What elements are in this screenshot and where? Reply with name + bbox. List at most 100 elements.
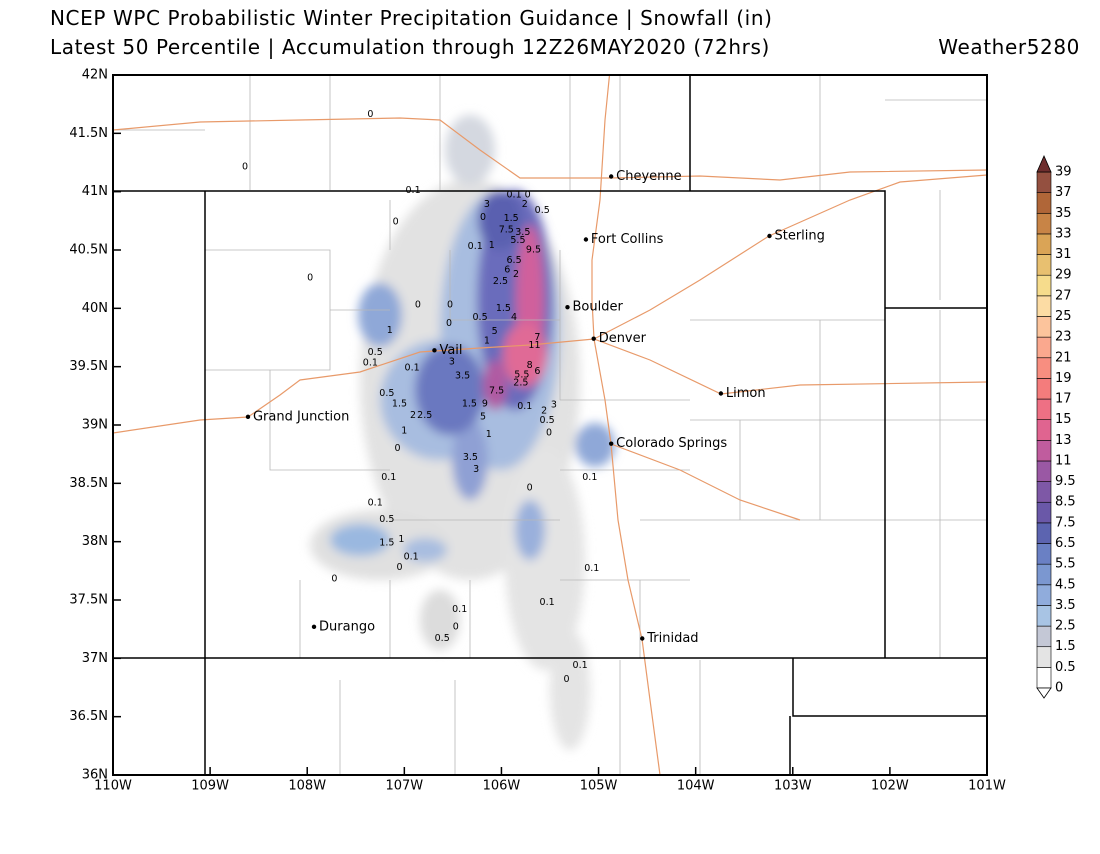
colorbar-label: 3.5: [1055, 598, 1076, 613]
colorbar-label: 25: [1055, 309, 1072, 324]
contour-label: 0: [480, 212, 486, 223]
contour-label: 6: [504, 264, 510, 275]
contour-label: 3.5: [463, 452, 478, 463]
colorbar-label: 5.5: [1055, 557, 1076, 572]
colorbar-label: 33: [1055, 226, 1072, 241]
colorbar-band: [1036, 233, 1052, 255]
contour-label: 0.1: [584, 563, 599, 574]
contour-label: 0.1: [363, 358, 378, 369]
colorbar-band: [1036, 646, 1052, 668]
colorbar-band: [1036, 212, 1052, 235]
city-label: Sterling: [774, 229, 824, 244]
city-label: Cheyenne: [616, 169, 681, 184]
contour-label: 1.5: [379, 537, 394, 548]
contour-label: 0: [393, 217, 399, 228]
colorbar-band: [1036, 481, 1052, 503]
colorbar-label: 17: [1055, 392, 1072, 407]
contour-label: 5: [492, 326, 498, 337]
contour-label: 0.5: [540, 415, 555, 426]
map-area: [113, 75, 987, 775]
colorbar-label: 35: [1055, 206, 1072, 221]
colorbar-label: 4.5: [1055, 577, 1076, 592]
contour-label: 0.1: [404, 551, 419, 562]
contour-label: 0.1: [540, 597, 555, 608]
colorbar-label: 1.5: [1055, 639, 1076, 654]
city-label: Colorado Springs: [616, 436, 727, 451]
contour-label: 6: [534, 366, 540, 377]
contour-label: 0.1: [381, 472, 396, 483]
city-label: Durango: [319, 619, 375, 634]
x-tick-label: 104W: [677, 779, 715, 794]
colorbar-band: [1036, 563, 1052, 586]
city-marker: [583, 237, 589, 242]
contour-label: 2: [522, 199, 528, 210]
contour-label: 1: [484, 336, 490, 347]
colorbar-label: 6.5: [1055, 536, 1076, 551]
contour-label: 0.1: [507, 190, 522, 201]
x-tick-label: 106W: [483, 779, 521, 794]
colorbar-label: 9.5: [1055, 474, 1076, 489]
y-tick-label: 42N: [82, 68, 108, 83]
colorbar-band: [1036, 378, 1052, 400]
contour-label: 3: [551, 400, 557, 411]
contour-label: 0.5: [379, 514, 394, 525]
colorbar-band: [1036, 419, 1052, 441]
contour-label: 1.5: [462, 399, 477, 410]
contour-label: 0: [395, 443, 401, 454]
contour-label: 0.1: [517, 401, 532, 412]
city-label: Vail: [439, 343, 462, 358]
city-marker: [245, 414, 251, 420]
y-tick-label: 40.5N: [69, 243, 108, 258]
colorbar-band: [1036, 316, 1052, 338]
contour-label: 0.1: [468, 241, 483, 252]
colorbar-band: [1036, 543, 1052, 565]
contour-label: 0.1: [582, 472, 597, 483]
contour-label: 0: [396, 562, 402, 573]
contour-label: 5.5: [514, 369, 529, 380]
colorbar-label: 13: [1055, 433, 1072, 448]
colorbar-label: 2.5: [1055, 619, 1076, 634]
contour-label: 0: [331, 574, 337, 585]
contour-label: 7.5: [499, 225, 514, 236]
city-label: Limon: [726, 386, 766, 401]
city-marker: [432, 348, 437, 353]
contour-label: 1: [387, 325, 393, 336]
colorbar-band: [1036, 254, 1052, 276]
city-label: Denver: [599, 331, 647, 346]
y-tick-label: 39.5N: [69, 359, 108, 374]
colorbar-label: 23: [1055, 330, 1072, 345]
city-marker: [591, 336, 596, 341]
x-tick-label: 110W: [94, 779, 132, 794]
contour-label: 0: [453, 621, 459, 632]
x-tick-label: 109W: [191, 779, 229, 794]
contour-label: 6.5: [507, 255, 522, 266]
contour-label: 2.5: [417, 410, 432, 421]
city-marker: [767, 233, 772, 239]
y-tick-label: 39N: [82, 418, 108, 433]
contour-label: 3: [473, 464, 479, 475]
y-tick-label: 36N: [82, 768, 108, 783]
x-tick-label: 101W: [968, 779, 1006, 794]
contour-label: 0.1: [573, 660, 588, 671]
colorbar-band: [1036, 522, 1052, 544]
city-marker: [640, 636, 645, 641]
colorbar-band: [1036, 192, 1052, 214]
contour-label: 0.5: [535, 205, 550, 216]
x-tick-label: 107W: [385, 779, 423, 794]
title: NCEP WPC Probabilistic Winter Precipitat…: [50, 6, 773, 30]
colorbar-band: [1036, 398, 1052, 420]
contour-label: 0.5: [435, 633, 450, 644]
city-marker: [718, 391, 724, 396]
colorbar-band: [1036, 625, 1052, 648]
credit: Weather5280: [938, 35, 1080, 59]
contour-label: 2.5: [513, 378, 528, 389]
colorbar-under: [1036, 687, 1052, 699]
city-label: Grand Junction: [253, 409, 349, 424]
contour-label: 11: [528, 340, 540, 351]
x-tick-label: 108W: [288, 779, 326, 794]
colorbar-label: 29: [1055, 268, 1072, 283]
y-tick-label: 41N: [82, 184, 108, 199]
contour-label: 1: [401, 425, 407, 436]
city-label: Trinidad: [646, 631, 698, 646]
contour-label: 9.5: [526, 245, 541, 256]
